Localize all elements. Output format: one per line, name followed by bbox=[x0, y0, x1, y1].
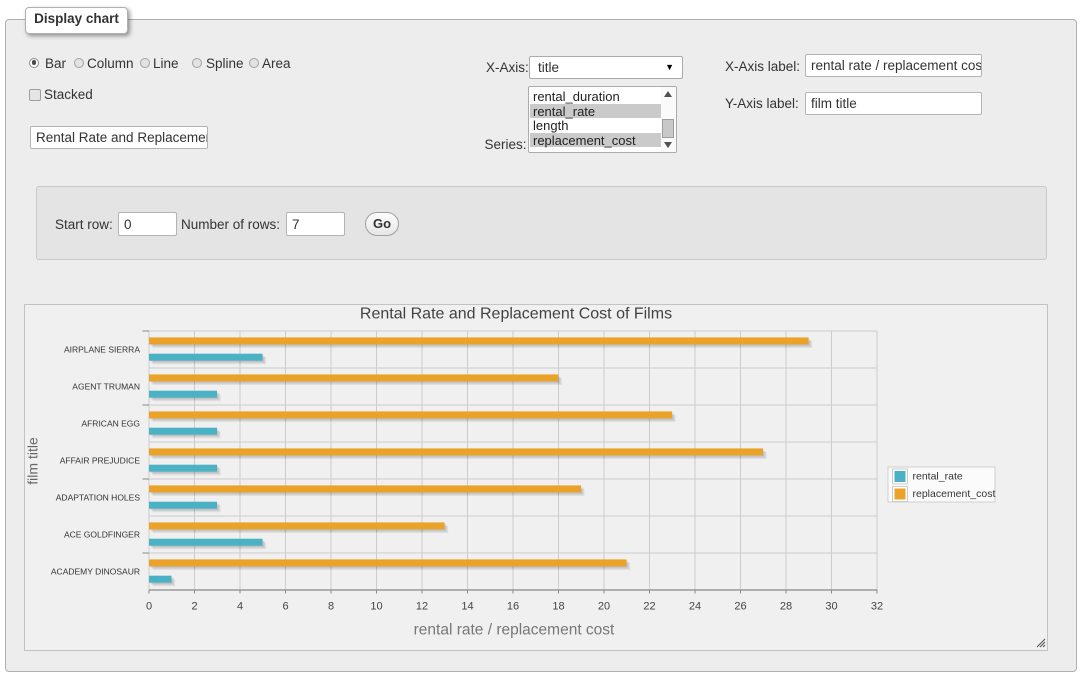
svg-text:24: 24 bbox=[689, 601, 701, 613]
svg-text:18: 18 bbox=[552, 601, 564, 613]
svg-text:AFFAIR PREJUDICE: AFFAIR PREJUDICE bbox=[60, 456, 141, 466]
svg-text:AGENT TRUMAN: AGENT TRUMAN bbox=[72, 382, 140, 392]
svg-text:AIRPLANE SIERRA: AIRPLANE SIERRA bbox=[64, 345, 140, 355]
svg-text:30: 30 bbox=[825, 601, 837, 613]
svg-text:ACE GOLDFINGER: ACE GOLDFINGER bbox=[64, 530, 140, 540]
svg-text:ADAPTATION HOLES: ADAPTATION HOLES bbox=[56, 493, 141, 503]
svg-text:AFRICAN EGG: AFRICAN EGG bbox=[81, 419, 140, 429]
svg-text:Rental Rate and Replacement Co: Rental Rate and Replacement Cost of Film… bbox=[360, 305, 672, 322]
svg-text:22: 22 bbox=[643, 601, 655, 613]
svg-text:16: 16 bbox=[507, 601, 519, 613]
svg-text:12: 12 bbox=[416, 601, 428, 613]
svg-text:26: 26 bbox=[734, 601, 746, 613]
svg-text:6: 6 bbox=[282, 601, 288, 613]
svg-text:ACADEMY DINOSAUR: ACADEMY DINOSAUR bbox=[51, 567, 140, 577]
svg-text:4: 4 bbox=[237, 601, 243, 613]
svg-text:8: 8 bbox=[328, 601, 334, 613]
svg-text:10: 10 bbox=[370, 601, 382, 613]
svg-text:replacement_cost: replacement_cost bbox=[913, 488, 996, 500]
svg-text:2: 2 bbox=[191, 601, 197, 613]
svg-text:14: 14 bbox=[461, 601, 473, 613]
svg-text:28: 28 bbox=[780, 601, 792, 613]
svg-text:rental_rate: rental_rate bbox=[913, 471, 963, 483]
svg-text:rental rate / replacement cost: rental rate / replacement cost bbox=[414, 621, 615, 638]
svg-text:20: 20 bbox=[598, 601, 610, 613]
svg-text:film title: film title bbox=[25, 437, 41, 485]
svg-text:0: 0 bbox=[146, 601, 152, 613]
svg-text:32: 32 bbox=[871, 601, 883, 613]
